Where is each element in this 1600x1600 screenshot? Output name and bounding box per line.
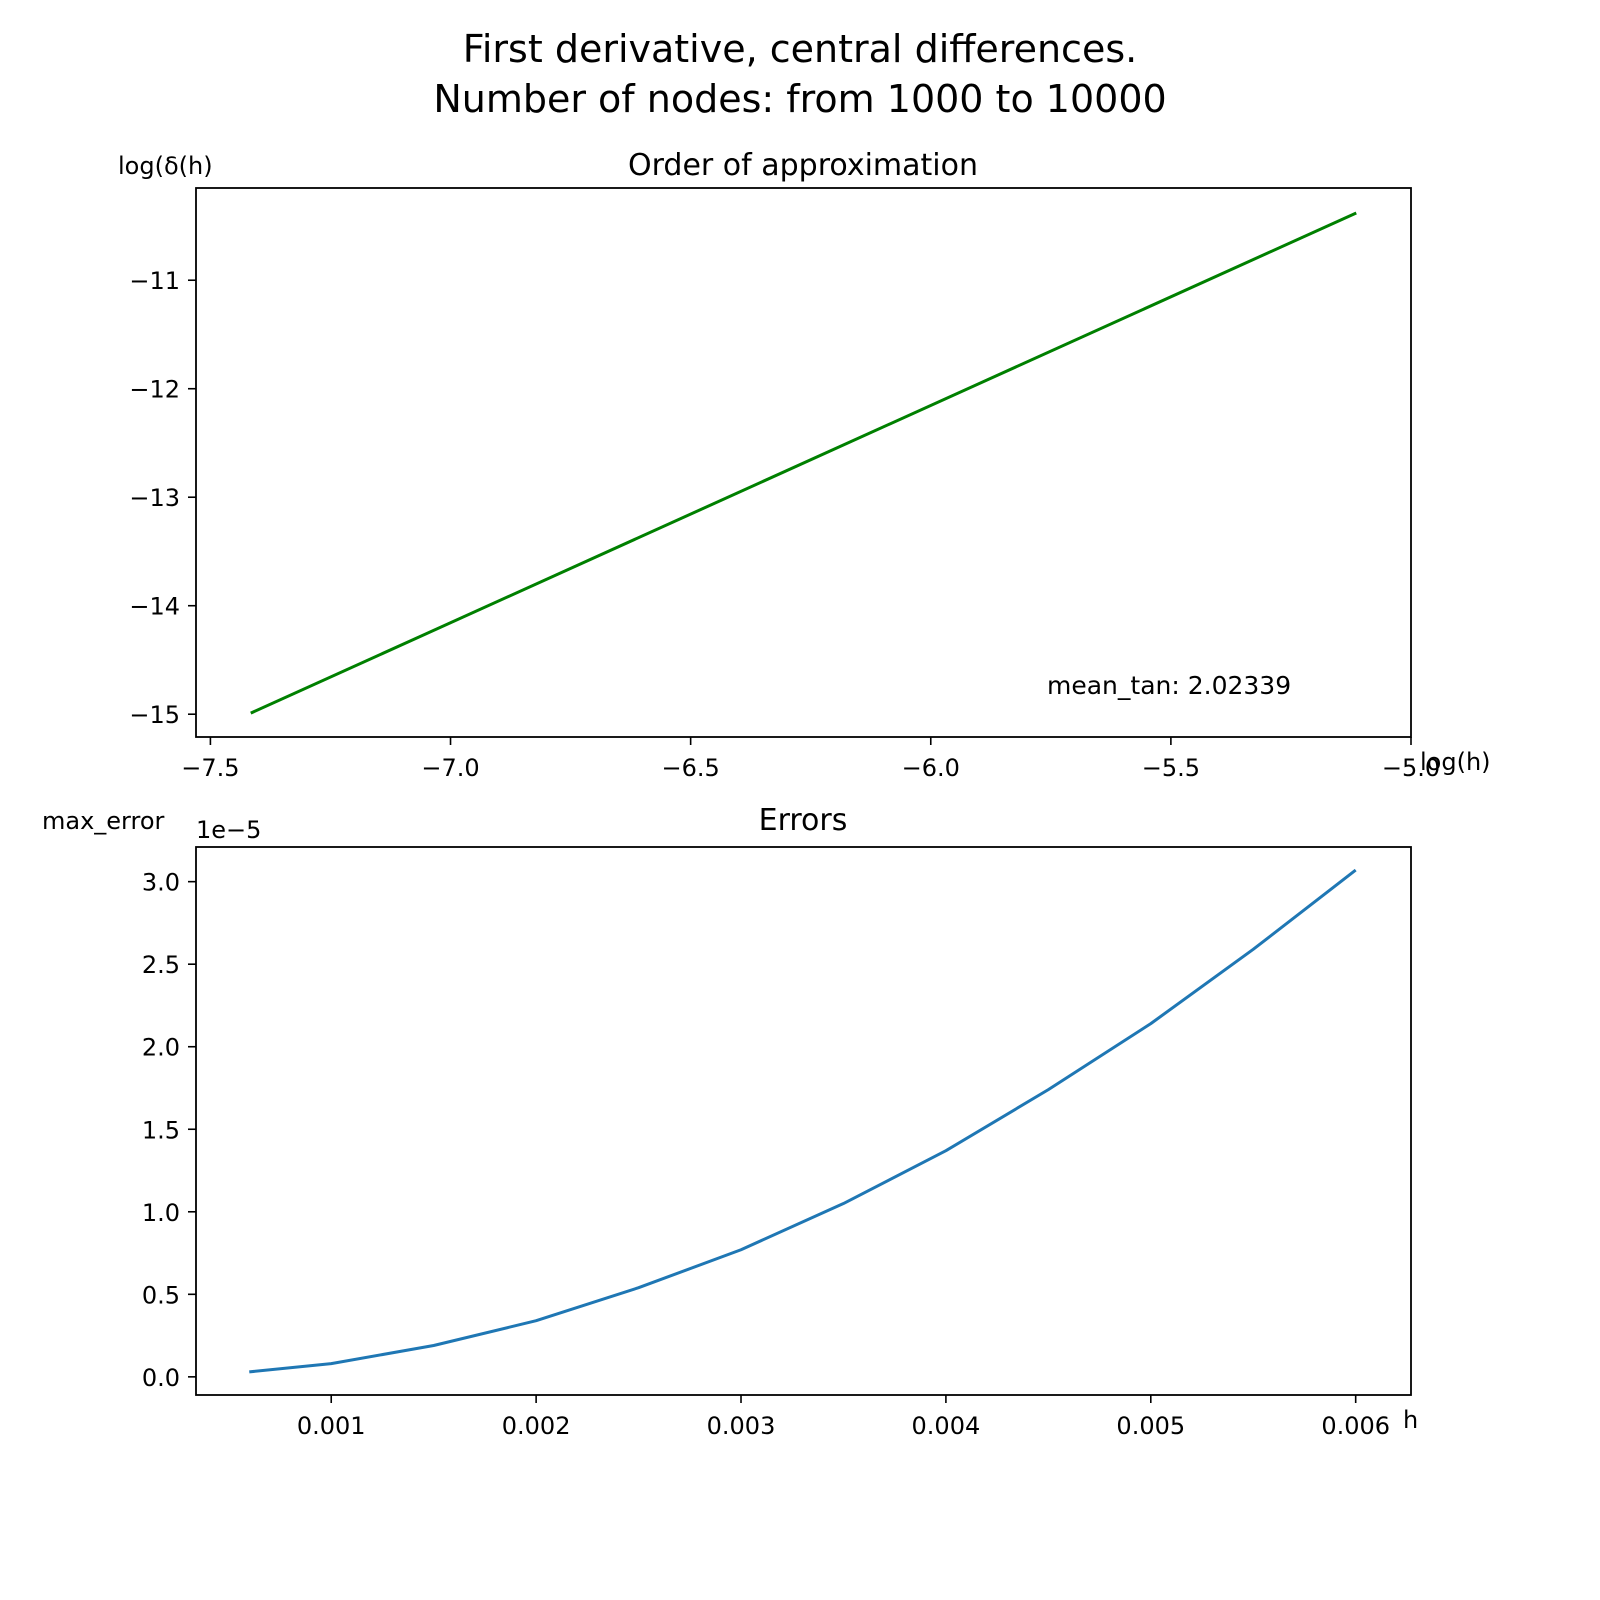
errors-y-tick-label: 0.0 xyxy=(142,1364,180,1392)
order-y-tick-label: −15 xyxy=(129,701,180,729)
order-y-axis-label: log(δ(h) xyxy=(118,152,213,180)
errors-x-tick-label: 0.002 xyxy=(502,1412,571,1440)
errors-x-tick-label: 0.006 xyxy=(1321,1412,1390,1440)
errors-subplot-title: Errors xyxy=(759,803,848,838)
order-x-tick-label: −6.0 xyxy=(902,754,960,782)
order-x-tick-label: −5.5 xyxy=(1142,754,1200,782)
errors-series-line xyxy=(249,868,1357,1374)
errors-y-tick-label: 1.0 xyxy=(142,1199,180,1227)
order-y-tick-label: −12 xyxy=(129,376,180,404)
order-subplot-title: Order of approximation xyxy=(628,148,978,183)
order-x-tick-label: −7.0 xyxy=(421,754,479,782)
errors-y-tick-label: 2.0 xyxy=(142,1034,180,1062)
errors-x-axis-label: h xyxy=(1403,1406,1418,1434)
order-x-tick-label: −6.5 xyxy=(662,754,720,782)
errors-y-axis-label: max_error xyxy=(42,807,165,835)
errors-plot-frame xyxy=(195,846,1412,1396)
errors-subplot: Errors max_error 1e−5 h 0.001 0.002 0.003 0… xyxy=(42,803,1418,1440)
order-plot-frame xyxy=(195,187,1412,738)
errors-y-offset-label: 1e−5 xyxy=(196,816,261,844)
order-series-line xyxy=(250,211,1357,715)
order-x-tick-label: −5.0 xyxy=(1382,754,1440,782)
mean-tan-annotation: mean_tan: 2.02339 xyxy=(1047,671,1291,700)
order-x-axis-label: log(h) xyxy=(1420,748,1491,776)
order-subplot: Order of approximation log(δ(h) log(h) m… xyxy=(118,148,1491,782)
order-y-tick-label: −14 xyxy=(129,593,180,621)
order-y-tick-label: −11 xyxy=(129,267,180,295)
order-x-tick-label: −7.5 xyxy=(181,754,239,782)
errors-x-tick-label: 0.003 xyxy=(707,1412,776,1440)
errors-y-tick-label: 3.0 xyxy=(142,869,180,897)
order-y-tick-label: −13 xyxy=(129,484,180,512)
figure-title-line2: Number of nodes: from 1000 to 10000 xyxy=(433,77,1166,121)
errors-x-tick-label: 0.004 xyxy=(912,1412,981,1440)
errors-x-tick-label: 0.005 xyxy=(1116,1412,1185,1440)
errors-y-tick-label: 2.5 xyxy=(142,951,180,979)
figure-title-line1: First derivative, central differences. xyxy=(463,27,1137,71)
errors-x-tick-label: 0.001 xyxy=(297,1412,366,1440)
errors-y-tick-label: 1.5 xyxy=(142,1116,180,1144)
errors-y-tick-label: 0.5 xyxy=(142,1281,180,1309)
